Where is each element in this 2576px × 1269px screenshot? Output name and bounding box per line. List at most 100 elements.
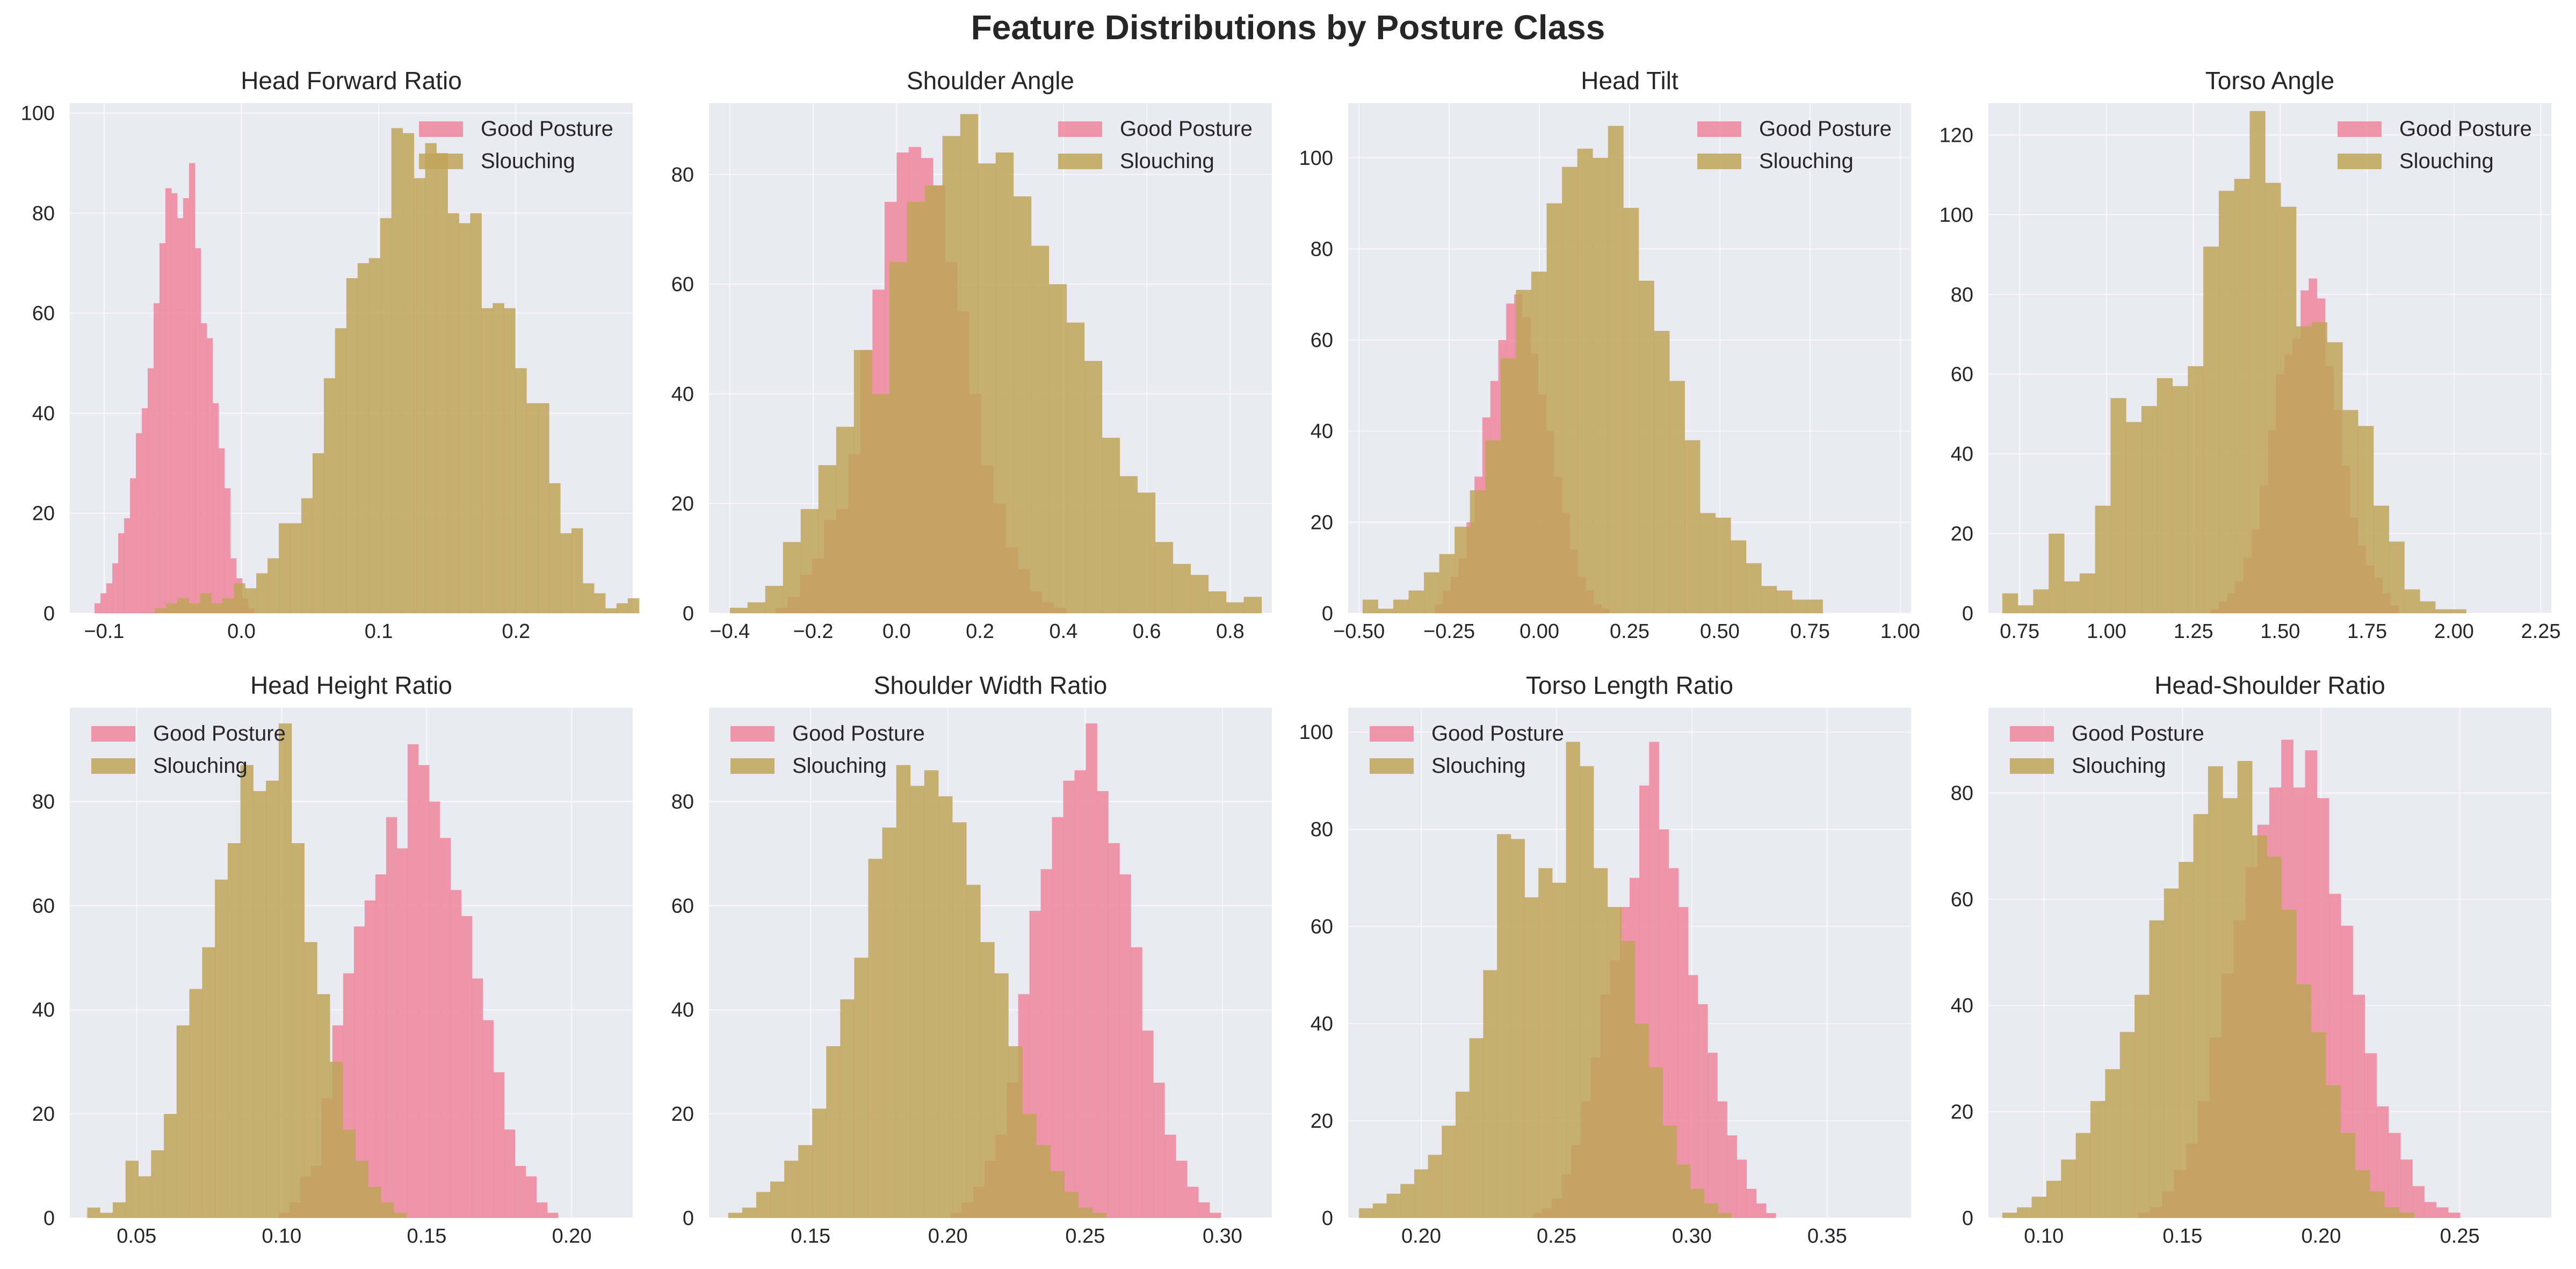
histogram-bar xyxy=(2357,426,2374,613)
histogram-bar xyxy=(2105,1069,2121,1218)
y-tick-label: 20 xyxy=(1951,1101,1973,1123)
histogram-bar xyxy=(515,1166,526,1218)
y-tick-label: 0 xyxy=(683,603,694,625)
histogram-bar xyxy=(418,765,430,1218)
histogram-bar xyxy=(2265,183,2281,613)
y-tick-label: 0 xyxy=(44,1207,55,1230)
x-tick-label: 0.20 xyxy=(1401,1225,1441,1248)
histogram-bar xyxy=(301,498,313,613)
histogram-bar xyxy=(125,1161,139,1218)
histogram-bar xyxy=(818,465,837,613)
histogram-bar xyxy=(907,201,925,613)
series-slouching xyxy=(2002,760,2414,1218)
legend-swatch xyxy=(2010,758,2054,774)
histogram-bar xyxy=(2208,766,2223,1218)
histogram-bar xyxy=(1531,271,1547,613)
x-tick-label: 2.00 xyxy=(2434,620,2474,643)
histogram-bar xyxy=(770,1181,785,1218)
histogram-bar xyxy=(2435,609,2451,613)
histogram-bar xyxy=(896,765,911,1218)
histogram-bar xyxy=(1538,868,1553,1218)
histogram-bar xyxy=(407,744,419,1218)
histogram-bar xyxy=(504,308,516,613)
x-tick-label: 0.6 xyxy=(1133,620,1161,643)
histogram-bar xyxy=(1050,1171,1065,1218)
x-tick-label: 1.00 xyxy=(1880,620,1920,643)
histogram-bar xyxy=(978,163,996,613)
histogram-bar xyxy=(2340,1133,2355,1218)
legend-swatch xyxy=(1370,726,1414,742)
histogram-bar xyxy=(414,178,426,613)
histogram-bar xyxy=(391,128,403,614)
y-tick-label: 0 xyxy=(1322,1207,1333,1230)
histogram-bar xyxy=(526,403,538,613)
histogram-bar xyxy=(1648,1067,1663,1218)
histogram-bar xyxy=(515,368,527,613)
histogram-bar xyxy=(227,843,241,1218)
histogram-bar xyxy=(525,1176,537,1218)
histogram-bar xyxy=(2179,861,2194,1218)
histogram-bar xyxy=(1792,599,1808,613)
histogram-bar xyxy=(2002,1213,2017,1218)
histogram-bar xyxy=(450,890,462,1218)
histogram-bar xyxy=(1678,907,1689,1218)
histogram-bar xyxy=(1593,868,1608,1218)
y-tick-label: 0 xyxy=(683,1207,694,1230)
histogram-bar xyxy=(1497,834,1511,1218)
histogram-bar xyxy=(1008,1046,1023,1218)
histogram-bar xyxy=(1173,564,1191,613)
histogram-bar xyxy=(2373,505,2390,613)
legend-label: Good Posture xyxy=(481,117,613,141)
histogram-bar xyxy=(1048,284,1067,613)
histogram-bar xyxy=(800,509,819,613)
y-tick-label: 120 xyxy=(1940,124,1973,147)
legend-swatch xyxy=(2338,121,2382,137)
y-tick-label: 40 xyxy=(1311,420,1333,443)
y-tick-label: 100 xyxy=(1299,721,1333,744)
legend-label: Good Posture xyxy=(2072,722,2204,745)
histogram-bar xyxy=(549,483,561,613)
histogram-bar xyxy=(129,478,136,613)
y-tick-label: 80 xyxy=(671,164,694,186)
histogram-bar xyxy=(1022,1114,1037,1218)
y-tick-label: 60 xyxy=(1951,888,1973,911)
histogram-bar xyxy=(245,588,257,613)
histogram-bar xyxy=(1654,331,1670,613)
subplot-title: Shoulder Angle xyxy=(907,67,1074,95)
histogram-bar xyxy=(1424,572,1440,613)
y-tick-label: 100 xyxy=(1299,147,1333,170)
legend-swatch xyxy=(1697,121,1741,137)
histogram-bar xyxy=(605,608,617,613)
histogram-bar xyxy=(1400,1184,1415,1218)
histogram-bar xyxy=(380,218,392,613)
histogram-bar xyxy=(1718,1213,1732,1218)
histogram-bar xyxy=(1119,874,1131,1218)
histogram-bar xyxy=(1359,1208,1373,1218)
legend: Good Posture Slouching xyxy=(419,117,613,173)
y-tick-label: 20 xyxy=(32,503,55,525)
histogram-bar xyxy=(2369,1191,2385,1218)
histogram-bar xyxy=(253,791,266,1218)
histogram-bar xyxy=(1155,542,1174,613)
histogram-bar xyxy=(224,488,231,613)
legend-swatch xyxy=(91,726,135,742)
y-tick-label: 80 xyxy=(671,791,694,813)
subplot-7: 0.20 0.25 0.30 0.35 0 20 40 60 80 100 Torso Length… xyxy=(1299,671,1911,1248)
histogram-bar xyxy=(135,433,142,613)
legend: Good Posture Slouching xyxy=(2010,722,2204,778)
histogram-bar xyxy=(2017,605,2034,613)
x-tick-label: 0.15 xyxy=(407,1225,446,1248)
x-tick-label: 0.20 xyxy=(928,1225,968,1248)
histogram-bar xyxy=(627,598,640,613)
y-tick-label: 40 xyxy=(32,402,55,425)
histogram-bar xyxy=(1209,1213,1221,1218)
histogram-bar xyxy=(980,942,995,1218)
x-tick-label: 0.75 xyxy=(1790,620,1830,643)
series-good-posture xyxy=(95,163,255,614)
subplot-title: Head Forward Ratio xyxy=(241,67,462,95)
histogram-bar xyxy=(729,607,748,613)
legend-label: Slouching xyxy=(1431,754,1526,778)
histogram-bar xyxy=(240,765,254,1218)
histogram-bar xyxy=(560,533,572,613)
histogram-bar xyxy=(1727,1135,1738,1218)
